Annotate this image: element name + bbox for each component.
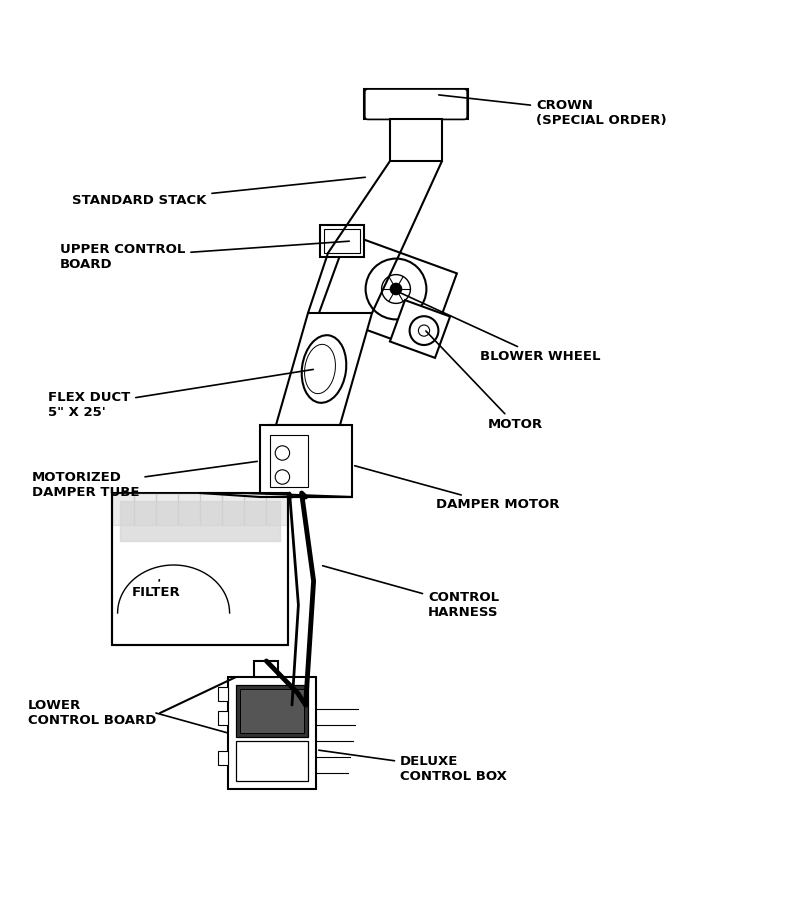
Bar <box>254 661 278 677</box>
Text: FILTER: FILTER <box>132 580 181 599</box>
Text: FLEX DUCT
5" X 25': FLEX DUCT 5" X 25' <box>48 370 314 419</box>
Bar <box>364 89 468 120</box>
Bar <box>390 120 442 161</box>
Bar <box>228 677 316 789</box>
Bar <box>218 687 228 701</box>
Text: MOTOR: MOTOR <box>426 331 543 431</box>
Text: DELUXE
CONTROL BOX: DELUXE CONTROL BOX <box>318 751 507 783</box>
Bar <box>112 493 288 645</box>
Text: DAMPER MOTOR: DAMPER MOTOR <box>354 466 559 512</box>
Bar <box>218 751 228 765</box>
Text: STANDARD STACK: STANDARD STACK <box>72 177 366 207</box>
Text: MOTORIZED
DAMPER TUBE: MOTORIZED DAMPER TUBE <box>32 461 258 499</box>
Circle shape <box>390 283 402 295</box>
Bar <box>270 435 308 488</box>
Text: BLOWER WHEEL: BLOWER WHEEL <box>394 290 601 363</box>
Text: LOWER
CONTROL BOARD: LOWER CONTROL BOARD <box>28 699 156 727</box>
Polygon shape <box>319 233 457 352</box>
FancyBboxPatch shape <box>365 89 467 120</box>
Bar <box>324 229 360 253</box>
Polygon shape <box>276 313 372 425</box>
Bar <box>240 689 304 733</box>
Bar <box>218 711 228 725</box>
Text: CONTROL
HARNESS: CONTROL HARNESS <box>322 566 499 619</box>
Bar <box>260 425 352 497</box>
Text: UPPER CONTROL
BOARD: UPPER CONTROL BOARD <box>60 242 350 271</box>
Polygon shape <box>390 301 450 358</box>
Text: CROWN
(SPECIAL ORDER): CROWN (SPECIAL ORDER) <box>438 95 666 127</box>
Bar <box>236 741 308 781</box>
Bar <box>320 225 364 257</box>
Bar <box>236 685 308 737</box>
